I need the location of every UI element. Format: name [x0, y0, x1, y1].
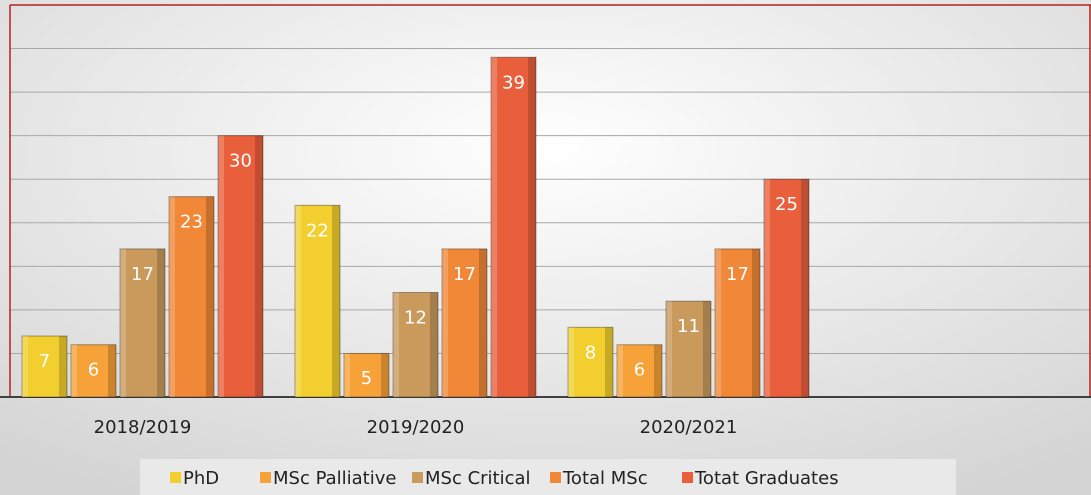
bar: [217, 135, 264, 398]
legend-swatch: [682, 472, 693, 483]
data-label: 17: [453, 264, 476, 285]
bar-shade: [255, 135, 263, 397]
bar: [70, 344, 117, 398]
data-label: 8: [585, 342, 596, 363]
legend-swatch: [260, 472, 271, 483]
bar-shade: [218, 135, 224, 397]
bar-shade: [801, 179, 809, 397]
bar-shade: [295, 205, 301, 397]
data-label: 25: [775, 194, 798, 215]
bar-shade: [654, 344, 662, 397]
data-label: 30: [229, 151, 252, 172]
bar: [21, 335, 68, 398]
bar-shade: [344, 353, 350, 397]
bar-shade: [430, 292, 438, 397]
legend-label: MSc Palliative: [273, 468, 396, 489]
bar-shade: [568, 327, 574, 397]
bar-shade: [59, 336, 67, 397]
bar-shade: [169, 196, 175, 397]
bar-shade: [381, 353, 389, 397]
data-label: 22: [306, 220, 329, 241]
bar: [490, 56, 537, 398]
bar-shade: [605, 327, 613, 397]
legend-box: [140, 459, 956, 495]
bar-shade: [715, 248, 721, 397]
bar-shade: [157, 248, 165, 397]
legend-swatch: [550, 472, 561, 483]
bar-shade: [332, 205, 340, 397]
data-label: 39: [502, 72, 525, 93]
bar-shade: [108, 344, 116, 397]
bar-shade: [71, 344, 77, 397]
bar-shade: [666, 301, 672, 397]
data-label: 17: [726, 264, 749, 285]
bar: [616, 344, 663, 398]
bar: [294, 204, 341, 398]
bar-shade: [120, 248, 126, 397]
data-label: 11: [677, 316, 700, 337]
legend-label: MSc Critical: [425, 468, 531, 489]
data-label: 12: [404, 307, 427, 328]
data-label: 23: [180, 212, 203, 233]
bar: [665, 300, 712, 398]
data-label: 6: [88, 360, 99, 381]
bar-shade: [393, 292, 399, 397]
bar-shade: [617, 344, 623, 397]
bar: [343, 352, 390, 398]
bar-shade: [752, 248, 760, 397]
data-label: 17: [131, 264, 154, 285]
bar-shade: [442, 248, 448, 397]
legend-label: Totat Graduates: [694, 468, 839, 489]
x-tick-label: 2019/2020: [367, 417, 465, 438]
bar: [763, 178, 810, 398]
legend-swatch: [170, 472, 181, 483]
data-label: 5: [361, 368, 372, 389]
bar: [119, 248, 166, 398]
bar-shade: [528, 57, 536, 398]
bar-shade: [703, 301, 711, 397]
legend-label: Total MSc: [562, 468, 648, 489]
legend-swatch: [412, 472, 423, 483]
bar-shade: [479, 248, 487, 397]
legend-label: PhD: [183, 468, 219, 489]
bar: [441, 248, 488, 398]
bar: [392, 291, 439, 398]
bar-shade: [491, 57, 497, 398]
bar: [714, 248, 761, 398]
bar-shade: [764, 179, 770, 397]
bar: [168, 196, 215, 398]
data-label: 7: [39, 351, 50, 372]
x-tick-label: 2020/2021: [640, 417, 738, 438]
data-label: 6: [634, 360, 645, 381]
bar-shade: [206, 196, 214, 397]
bar-shade: [22, 336, 28, 397]
x-tick-label: 2018/2019: [94, 417, 192, 438]
bar: [567, 326, 614, 398]
